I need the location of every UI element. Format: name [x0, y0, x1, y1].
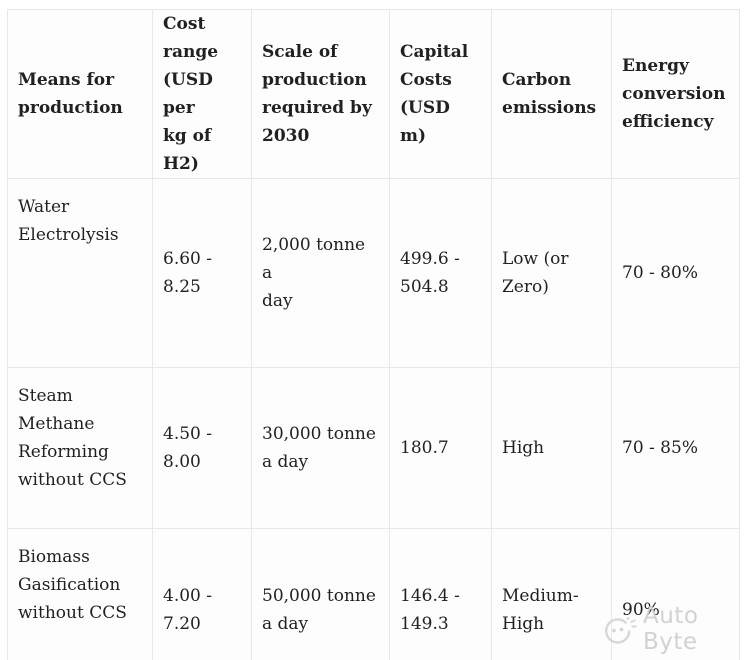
table-cell-cost-range: 6.60 - 8.25	[152, 178, 252, 368]
table-header-row: Means for production Cost range (USD per…	[7, 9, 740, 179]
table-cell-carbon-emissions: High	[491, 367, 612, 529]
table-cell-cost-range: 4.50 - 8.00	[152, 367, 252, 529]
autobyte-logo-icon	[605, 617, 637, 644]
table-cell-efficiency: 70 - 85%	[611, 367, 740, 529]
watermark: Auto Byte	[598, 603, 740, 655]
header-cell-capital-costs: Capital Costs (USD m)	[389, 9, 492, 179]
watermark-label: Auto Byte	[643, 603, 699, 655]
table-cell-efficiency: 70 - 80%	[611, 178, 740, 368]
header-cell-cost-range: Cost range (USD per kg of H2)	[152, 9, 252, 179]
row-header-cell: Steam Methane Reforming without CCS	[7, 367, 153, 529]
header-cell-scale: Scale of production required by 2030	[251, 9, 390, 179]
hydrogen-production-table: Means for production Cost range (USD per…	[7, 9, 740, 660]
table-cell-carbon-emissions: Medium- High	[491, 528, 612, 660]
table-cell-scale: 50,000 tonne a day	[251, 528, 390, 660]
table-cell-efficiency: 90%	[611, 528, 740, 660]
header-cell-carbon-emissions: Carbon emissions	[491, 9, 612, 179]
table-cell-scale: 2,000 tonne a day	[251, 178, 390, 368]
table-cell-capital-costs: 499.6 - 504.8	[389, 178, 492, 368]
row-header-cell: Biomass Gasification without CCS	[7, 528, 153, 660]
row-header-cell: Water Electrolysis	[7, 178, 153, 368]
table-row-steam-methane: Steam Methane Reforming without CCS 4.50…	[7, 367, 740, 529]
table-cell-cost-range: 4.00 - 7.20	[152, 528, 252, 660]
table-cell-capital-costs: 146.4 - 149.3	[389, 528, 492, 660]
table-cell-scale: 30,000 tonne a day	[251, 367, 390, 529]
table-row-biomass-gasification: Biomass Gasification without CCS 4.00 - …	[7, 528, 740, 660]
header-cell-means: Means for production	[7, 9, 153, 179]
table-cell-carbon-emissions: Low (or Zero)	[491, 178, 612, 368]
table-cell-capital-costs: 180.7	[389, 367, 492, 529]
header-cell-efficiency: Energy conversion efficiency	[611, 9, 740, 179]
table-row-water-electrolysis: Water Electrolysis 6.60 - 8.25 2,000 ton…	[7, 178, 740, 368]
